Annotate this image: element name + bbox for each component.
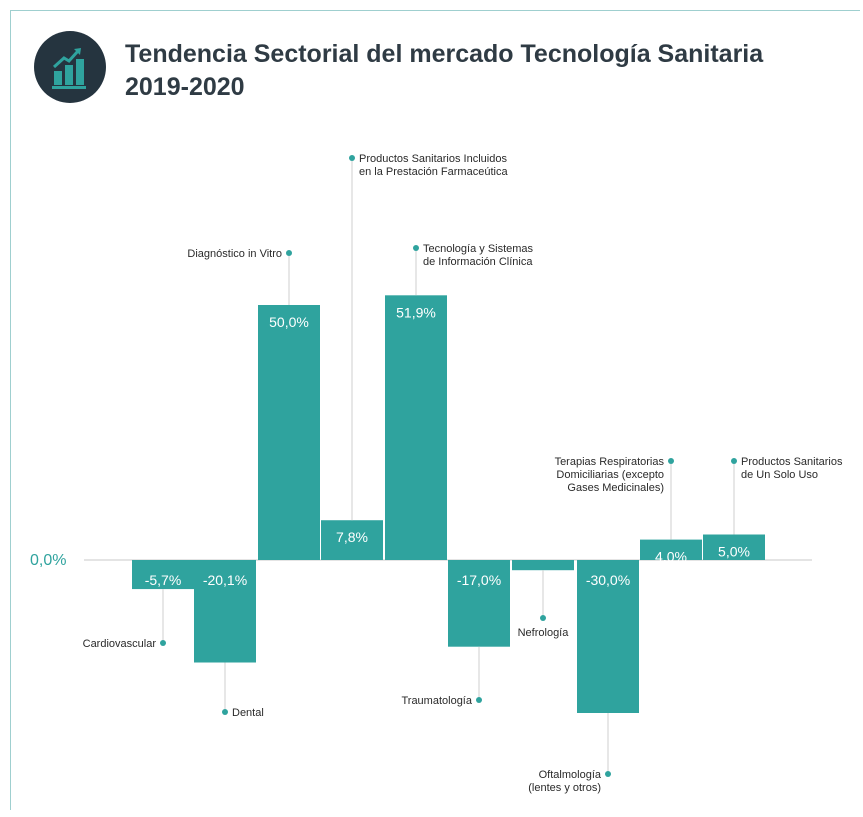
- leader-dot-9: [668, 458, 674, 464]
- bar-6: [448, 560, 510, 647]
- chart-title: Tendencia Sectorial del mercado Tecnolog…: [125, 38, 785, 104]
- leader-dot-7: [540, 615, 546, 621]
- value-label-8: -30,0%: [586, 572, 630, 588]
- leader-dot-2: [222, 709, 228, 715]
- category-label-8: Oftalmología (lentes y otros): [528, 769, 602, 794]
- category-label-10: Productos Sanitarios de Un Solo Uso: [741, 456, 843, 481]
- category-label-2: Dental: [232, 707, 264, 719]
- bar-9: [640, 539, 702, 560]
- leader-dot-3: [286, 250, 292, 256]
- bar-2: [194, 560, 256, 663]
- value-label-4: 7,8%: [336, 529, 368, 545]
- bar-4: [321, 520, 383, 560]
- value-label-10: 5,0%: [718, 544, 750, 560]
- value-label-2: -20,1%: [203, 572, 247, 588]
- leader-dot-6: [476, 697, 482, 703]
- value-label-3: 50,0%: [269, 314, 309, 330]
- value-label-6: -17,0%: [457, 572, 501, 588]
- chart-title-line2: 2019-2020: [125, 73, 245, 101]
- category-label-1: Cardiovascular: [83, 638, 157, 650]
- logo-badge: [34, 31, 106, 103]
- category-label-9: Terapias Respiratorias Domiciliarias (exc…: [555, 456, 665, 494]
- bar-7: [512, 560, 574, 571]
- bar-5: [385, 295, 447, 560]
- value-label-1: -5,7%: [145, 572, 182, 588]
- category-label-7: Nefrología: [518, 627, 570, 639]
- bar-10: [703, 534, 765, 560]
- bar-chart-growth-icon: [52, 48, 86, 89]
- category-label-3: Diagnóstico in Vitro: [187, 248, 282, 260]
- zero-axis-label: 0,0%: [30, 552, 66, 569]
- chart-title-line1: Tendencia Sectorial del mercado Tecnolog…: [125, 40, 764, 68]
- category-label-4: Productos Sanitarios Incluidos en la Pres…: [359, 153, 508, 178]
- leader-dot-10: [731, 458, 737, 464]
- bar-1: [132, 560, 194, 590]
- category-label-6: Traumatología: [401, 695, 472, 707]
- chart-frame: [10, 10, 860, 810]
- value-label-9: 4,0%: [655, 549, 687, 565]
- bar-3: [258, 305, 320, 560]
- leader-dot-1: [160, 640, 166, 646]
- bar-8: [577, 560, 639, 713]
- leader-dot-4: [349, 155, 355, 161]
- value-label-5: 51,9%: [396, 304, 436, 320]
- leader-dot-8: [605, 771, 611, 777]
- category-label-5: Tecnología y Sistemas de Información Clín…: [423, 243, 534, 268]
- leader-dot-5: [413, 245, 419, 251]
